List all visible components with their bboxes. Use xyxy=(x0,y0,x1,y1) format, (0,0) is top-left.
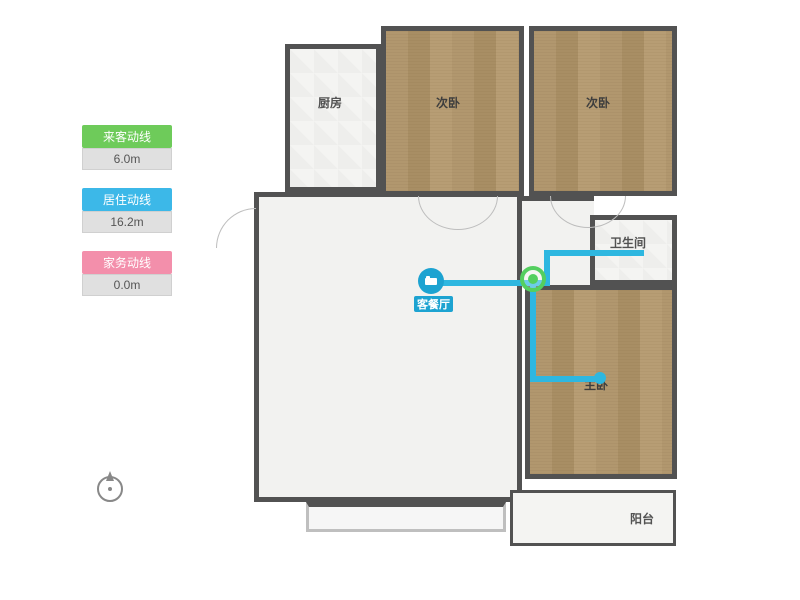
room-label-kitchen: 厨房 xyxy=(318,94,342,111)
legend-value: 16.2m xyxy=(82,211,172,233)
room-bedroom2a xyxy=(381,26,524,196)
legend-value: 6.0m xyxy=(82,148,172,170)
room-label-bathroom: 卫生间 xyxy=(610,234,646,251)
legend-item-chore: 家务动线 0.0m xyxy=(82,251,172,296)
legend-item-visitor: 来客动线 6.0m xyxy=(82,125,172,170)
marker-master-icon xyxy=(594,372,606,384)
path-segment xyxy=(530,280,536,382)
path-segment xyxy=(530,376,600,382)
room-kitchen xyxy=(285,44,381,192)
legend-item-living: 居住动线 16.2m xyxy=(82,188,172,233)
legend-label: 来客动线 xyxy=(82,125,172,148)
floor-plan: 厨房 次卧 次卧 卫生间 主卧 阳台 客餐厅 xyxy=(230,20,700,580)
room-label-bedroom2b: 次卧 xyxy=(586,94,610,111)
room-living xyxy=(254,192,522,502)
window-bay xyxy=(306,502,506,532)
room-label-balcony: 阳台 xyxy=(630,510,654,527)
path-segment xyxy=(544,250,644,256)
room-bedroom2b xyxy=(529,26,677,196)
door-arc-icon xyxy=(216,208,256,248)
legend-value: 0.0m xyxy=(82,274,172,296)
legend-label: 家务动线 xyxy=(82,251,172,274)
marker-living-icon xyxy=(418,268,444,294)
marker-entrance-inner-icon xyxy=(528,274,538,284)
compass-icon xyxy=(90,465,130,505)
room-label-bedroom2a: 次卧 xyxy=(436,94,460,111)
marker-label-living: 客餐厅 xyxy=(414,296,453,312)
legend: 来客动线 6.0m 居住动线 16.2m 家务动线 0.0m xyxy=(82,125,172,314)
legend-label: 居住动线 xyxy=(82,188,172,211)
